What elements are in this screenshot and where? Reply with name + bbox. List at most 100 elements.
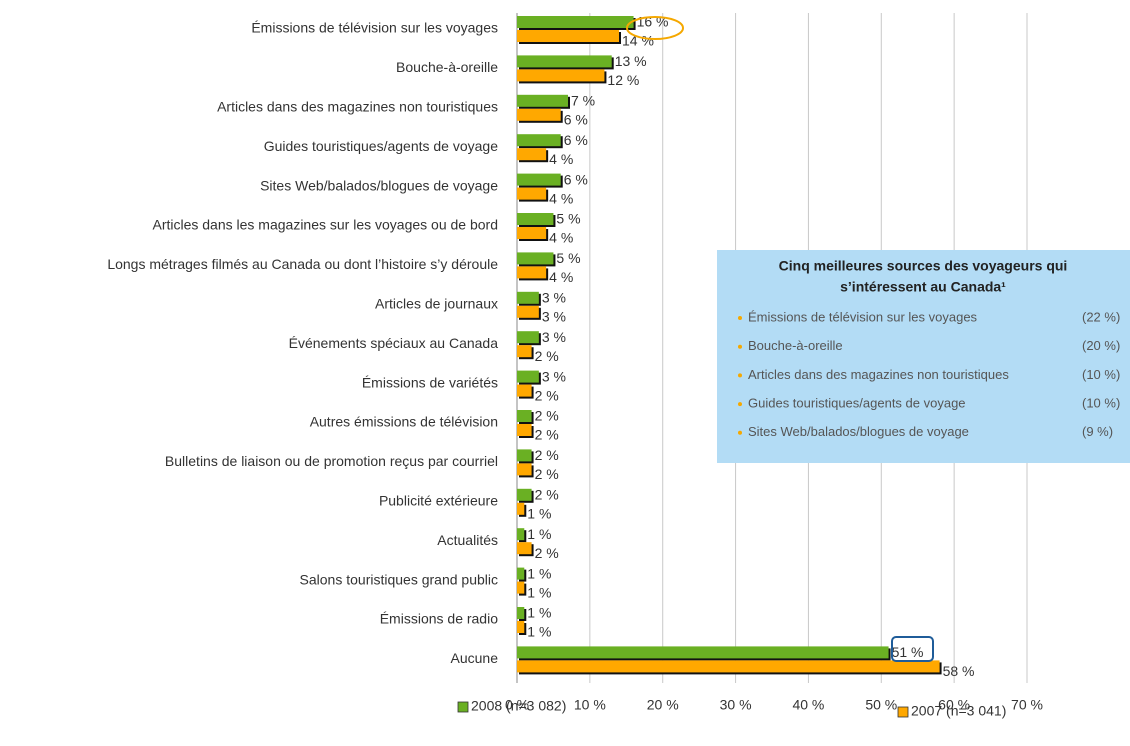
bar [517, 424, 532, 436]
y-tick-label: Émissions de variétés [362, 374, 498, 390]
y-tick-label: Émissions de radio [380, 611, 498, 627]
value-label: 1 % [527, 624, 551, 640]
value-label: 1 % [527, 565, 551, 581]
bar [517, 581, 525, 594]
bar [517, 134, 561, 147]
bar [517, 148, 547, 161]
y-tick-label: Sites Web/balados/blogues de voyage [260, 177, 498, 193]
x-tick-label: 60 % [938, 697, 970, 713]
x-tick-label: 50 % [865, 697, 897, 713]
bar [517, 384, 532, 397]
bar [517, 449, 532, 462]
bar [517, 646, 889, 659]
bar [517, 69, 605, 82]
y-tick-label: Articles de journaux [375, 296, 498, 312]
highlight-box [891, 636, 934, 662]
value-label: 3 % [542, 368, 566, 384]
value-label: 2 % [535, 466, 559, 482]
value-label: 2 % [535, 348, 559, 364]
bar [517, 370, 539, 383]
y-tick-label: Événements spéciaux au Canada [289, 335, 499, 351]
info-item-value: (22 %) [1082, 309, 1120, 324]
info-item-label: Sites Web/balados/blogues de voyage [748, 424, 969, 439]
value-label: 1 % [527, 506, 551, 522]
value-label: 13 % [615, 53, 647, 69]
bullet [738, 316, 742, 320]
y-tick-label: Actualités [437, 532, 498, 548]
bar [517, 607, 525, 619]
value-label: 2 % [535, 487, 559, 503]
value-label: 3 % [542, 290, 566, 306]
bar [517, 16, 634, 28]
value-label: 4 % [549, 230, 573, 246]
info-item-value: (9 %) [1082, 424, 1113, 439]
info-box-title: s’intéressent au Canada¹ [840, 279, 1006, 295]
bullet [738, 402, 742, 407]
info-item-value: (10 %) [1082, 396, 1120, 411]
y-tick-label: Articles dans des magazines non touristi… [217, 99, 498, 115]
bar [517, 187, 547, 200]
value-label: 2 % [535, 447, 559, 463]
y-tick-label: Aucune [451, 650, 499, 666]
value-label: 1 % [527, 605, 551, 621]
bar [517, 173, 561, 186]
bar [517, 252, 554, 265]
value-label: 2 % [535, 545, 559, 561]
bar [517, 463, 532, 476]
value-label: 4 % [549, 269, 573, 285]
x-tick-label: 10 % [574, 697, 606, 713]
legend-swatch [897, 706, 909, 718]
bullet [738, 344, 742, 349]
bar [517, 266, 547, 279]
x-tick-label: 30 % [720, 697, 752, 713]
highlight-ellipse [626, 16, 684, 40]
info-item-value: (10 %) [1082, 367, 1120, 382]
bar [517, 94, 568, 107]
info-box-title: Cinq meilleures sources des voyageurs qu… [779, 258, 1068, 274]
y-tick-label: Salons touristiques grand public [300, 571, 498, 587]
bar [517, 227, 547, 239]
bar [517, 660, 940, 673]
bar [517, 488, 532, 501]
bullet [738, 373, 742, 378]
value-label: 7 % [571, 93, 595, 109]
info-item-label: Guides touristiques/agents de voyage [748, 396, 966, 411]
bullet [738, 430, 742, 435]
value-label: 58 % [943, 663, 975, 679]
bar [517, 621, 525, 633]
bar [517, 55, 612, 68]
bar [517, 410, 532, 422]
value-label: 1 % [527, 526, 551, 542]
bar [517, 345, 532, 358]
y-tick-label: Autres émissions de télévision [310, 414, 498, 430]
value-label: 12 % [607, 72, 639, 88]
value-label: 3 % [542, 309, 566, 325]
x-tick-label: 70 % [1011, 697, 1043, 713]
info-item-label: Articles dans des magazines non touristi… [748, 367, 1009, 382]
value-label: 4 % [549, 190, 573, 206]
info-item-label: Bouche-à-oreille [748, 338, 843, 353]
bar [517, 108, 561, 121]
value-label: 5 % [556, 250, 580, 266]
y-tick-label: Bouche-à-oreille [396, 59, 498, 75]
bar [517, 291, 539, 304]
value-label: 6 % [564, 112, 588, 128]
x-tick-label: 20 % [647, 697, 679, 713]
x-tick-label: 40 % [792, 697, 824, 713]
info-item-label: Émissions de télévision sur les voyages [748, 309, 978, 324]
value-label: 5 % [556, 211, 580, 227]
value-label: 4 % [549, 151, 573, 167]
y-tick-label: Émissions de télévision sur les voyages [251, 20, 498, 36]
bar [517, 528, 525, 541]
value-label: 6 % [564, 171, 588, 187]
bar [517, 30, 619, 42]
info-item-value: (20 %) [1082, 338, 1120, 353]
info-box: Cinq meilleures sources des voyageurs qu… [717, 250, 1130, 463]
y-tick-label: Guides touristiques/agents de voyage [264, 138, 498, 154]
value-label: 2 % [535, 427, 559, 443]
y-tick-label: Articles dans les magazines sur les voya… [152, 217, 498, 233]
bar [517, 331, 539, 344]
y-tick-label: Publicité extérieure [379, 493, 498, 509]
info-box-bg [717, 250, 1130, 463]
